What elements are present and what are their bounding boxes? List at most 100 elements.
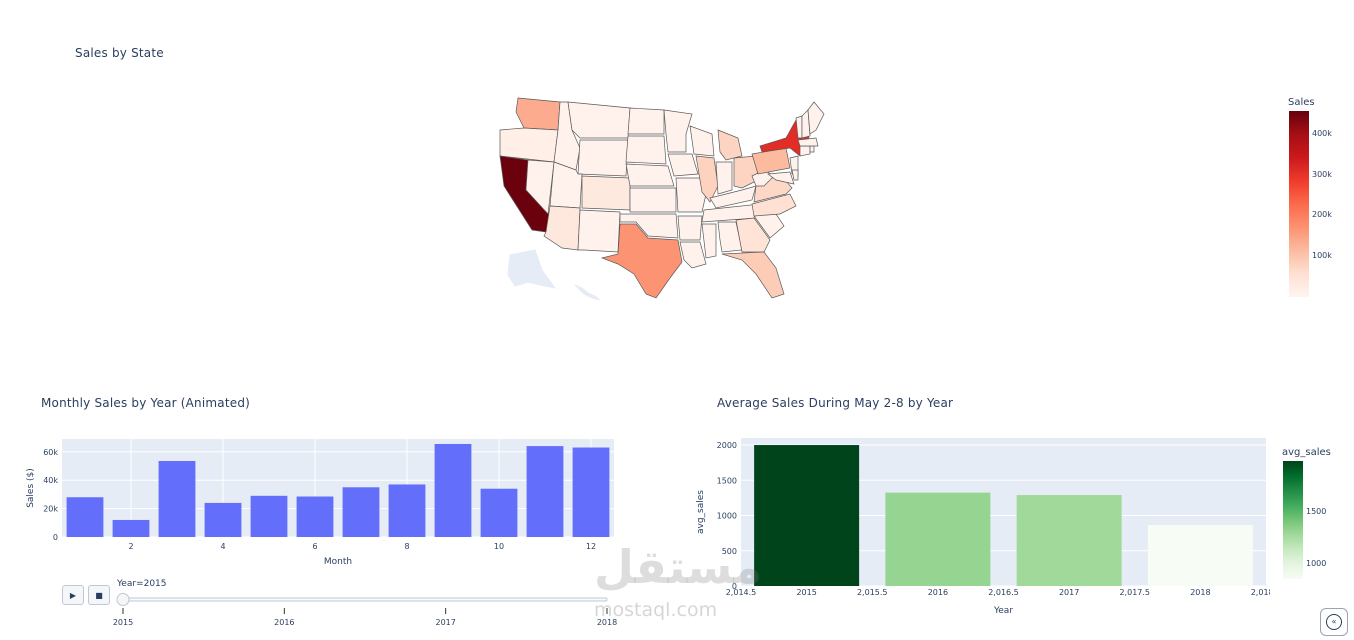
monthly-xtick-label: 2 — [128, 542, 133, 551]
monthly-xtick-label: 10 — [494, 542, 504, 551]
monthly-title: Monthly Sales by Year (Animated) — [41, 396, 251, 410]
state-nh[interactable] — [801, 109, 811, 139]
monthly-xlabel: Month — [324, 557, 352, 567]
state-la[interactable] — [679, 241, 707, 269]
state-il[interactable] — [695, 155, 719, 203]
state-fl[interactable] — [721, 251, 785, 299]
state-sd[interactable] — [625, 135, 667, 165]
slider-step-label[interactable]: 2015 — [113, 618, 133, 627]
state-nv[interactable] — [525, 159, 555, 215]
state-ct[interactable] — [799, 145, 811, 157]
state-ne[interactable] — [625, 163, 675, 187]
avg-title: Average Sales During May 2-8 by Year — [717, 396, 954, 410]
avg-xtick-label: 2016 — [928, 588, 948, 597]
state-nc[interactable] — [751, 193, 797, 217]
slider-step-label[interactable]: 2017 — [435, 618, 455, 627]
slider-handle[interactable] — [116, 593, 130, 606]
monthly-ylabel: Sales ($) — [26, 468, 36, 508]
state-ky[interactable] — [709, 185, 757, 209]
monthly-bar[interactable] — [526, 446, 564, 537]
avg-ytick-label: 0 — [732, 582, 737, 591]
monthly-bar[interactable] — [342, 487, 380, 537]
year-slider[interactable]: 2015 2016 2017 2018 — [100, 590, 630, 630]
usa-choropleth-map[interactable] — [480, 90, 840, 305]
collapse-button[interactable]: « — [1320, 608, 1348, 636]
state-de[interactable] — [791, 169, 799, 181]
monthly-plot-area — [62, 439, 614, 537]
stop-button[interactable]: ■ — [88, 585, 110, 605]
play-button[interactable]: ▶ — [62, 585, 84, 605]
state-oh[interactable] — [733, 155, 759, 189]
monthly-ytick-label: 60k — [43, 448, 58, 457]
monthly-bar[interactable] — [112, 519, 150, 537]
state-wa[interactable] — [515, 97, 561, 131]
avg-bar[interactable] — [1147, 525, 1253, 586]
state-ma[interactable] — [797, 137, 819, 147]
state-mt[interactable] — [567, 101, 631, 139]
map-colorbar — [1289, 111, 1309, 297]
monthly-ytick-label: 40k — [43, 476, 58, 485]
monthly-bar[interactable] — [434, 443, 472, 537]
avg-colorbar-tick: 1000 — [1306, 558, 1327, 568]
map-colorbar-tick: 300k — [1312, 169, 1332, 179]
monthly-bar[interactable] — [296, 496, 334, 537]
avg-colorbar-tick: 1500 — [1306, 506, 1327, 516]
slider-step-label[interactable]: 2016 — [274, 618, 294, 627]
avg-ytick-label: 500 — [722, 547, 737, 556]
state-ks[interactable] — [629, 187, 677, 213]
monthly-ytick-label: 0 — [53, 533, 58, 542]
state-mi[interactable] — [717, 129, 743, 161]
avg-xlabel: Year — [993, 606, 1013, 616]
state-md[interactable] — [767, 171, 795, 185]
state-nd[interactable] — [627, 107, 665, 135]
monthly-xtick-label: 4 — [220, 542, 225, 551]
avg-ylabel: avg_sales — [696, 490, 706, 534]
state-ar[interactable] — [677, 215, 703, 241]
map-title: Sales by State — [75, 46, 164, 60]
state-ms[interactable] — [701, 223, 717, 259]
slider-rail[interactable] — [122, 597, 608, 602]
state-mn[interactable] — [663, 109, 693, 153]
avg-bar[interactable] — [754, 445, 860, 586]
state-al[interactable] — [717, 221, 743, 253]
monthly-bar[interactable] — [388, 484, 426, 537]
state-wi[interactable] — [689, 125, 715, 157]
state-co[interactable] — [581, 175, 631, 211]
state-ga[interactable] — [735, 217, 771, 253]
avg-colorbar — [1283, 461, 1303, 579]
state-me[interactable] — [807, 101, 825, 135]
monthly-bar[interactable] — [158, 461, 196, 537]
avg-bar[interactable] — [1016, 495, 1122, 586]
monthly-bar[interactable] — [204, 502, 242, 537]
monthly-bar-chart: 0 20k 40k 60k 2 4 6 8 10 12 Month Sales ($) — [26, 439, 614, 567]
state-wy[interactable] — [577, 139, 629, 177]
state-ri[interactable] — [809, 145, 815, 153]
state-tx[interactable] — [600, 223, 683, 299]
monthly-xtick-label: 6 — [312, 542, 317, 551]
monthly-bar[interactable] — [572, 447, 610, 537]
avg-bar[interactable] — [885, 492, 991, 586]
avg-sales-bar-chart: 0 500 1000 1500 2000 2015 2016 2017 2018 2,014.5 2… — [696, 438, 1270, 616]
stop-icon: ■ — [95, 590, 103, 600]
map-colorbar-tick: 400k — [1312, 129, 1332, 139]
state-in[interactable] — [715, 161, 733, 195]
slider-current-label: Year=2015 — [117, 579, 167, 589]
state-nm[interactable] — [577, 209, 621, 253]
monthly-bar[interactable] — [480, 488, 518, 537]
state-mo[interactable] — [675, 177, 707, 213]
watermark-arabic: مستقل — [594, 540, 763, 594]
avg-xtick-label: 2015 — [796, 588, 816, 597]
avg-ytick-label: 1000 — [717, 512, 737, 521]
state-ok[interactable] — [619, 213, 679, 239]
state-az[interactable] — [543, 205, 581, 251]
monthly-bar[interactable] — [66, 497, 104, 537]
state-ut[interactable] — [549, 161, 583, 209]
avg-xtick-minor-label: 2,016.5 — [988, 588, 1019, 597]
chevrons-left-icon: « — [1326, 614, 1342, 630]
monthly-xtick-label: 12 — [586, 542, 596, 551]
state-ia[interactable] — [667, 153, 699, 177]
state-pa[interactable] — [751, 147, 791, 175]
avg-xtick-label: 2018 — [1190, 588, 1210, 597]
monthly-bar[interactable] — [250, 495, 288, 537]
slider-step-label[interactable]: 2018 — [597, 618, 617, 627]
